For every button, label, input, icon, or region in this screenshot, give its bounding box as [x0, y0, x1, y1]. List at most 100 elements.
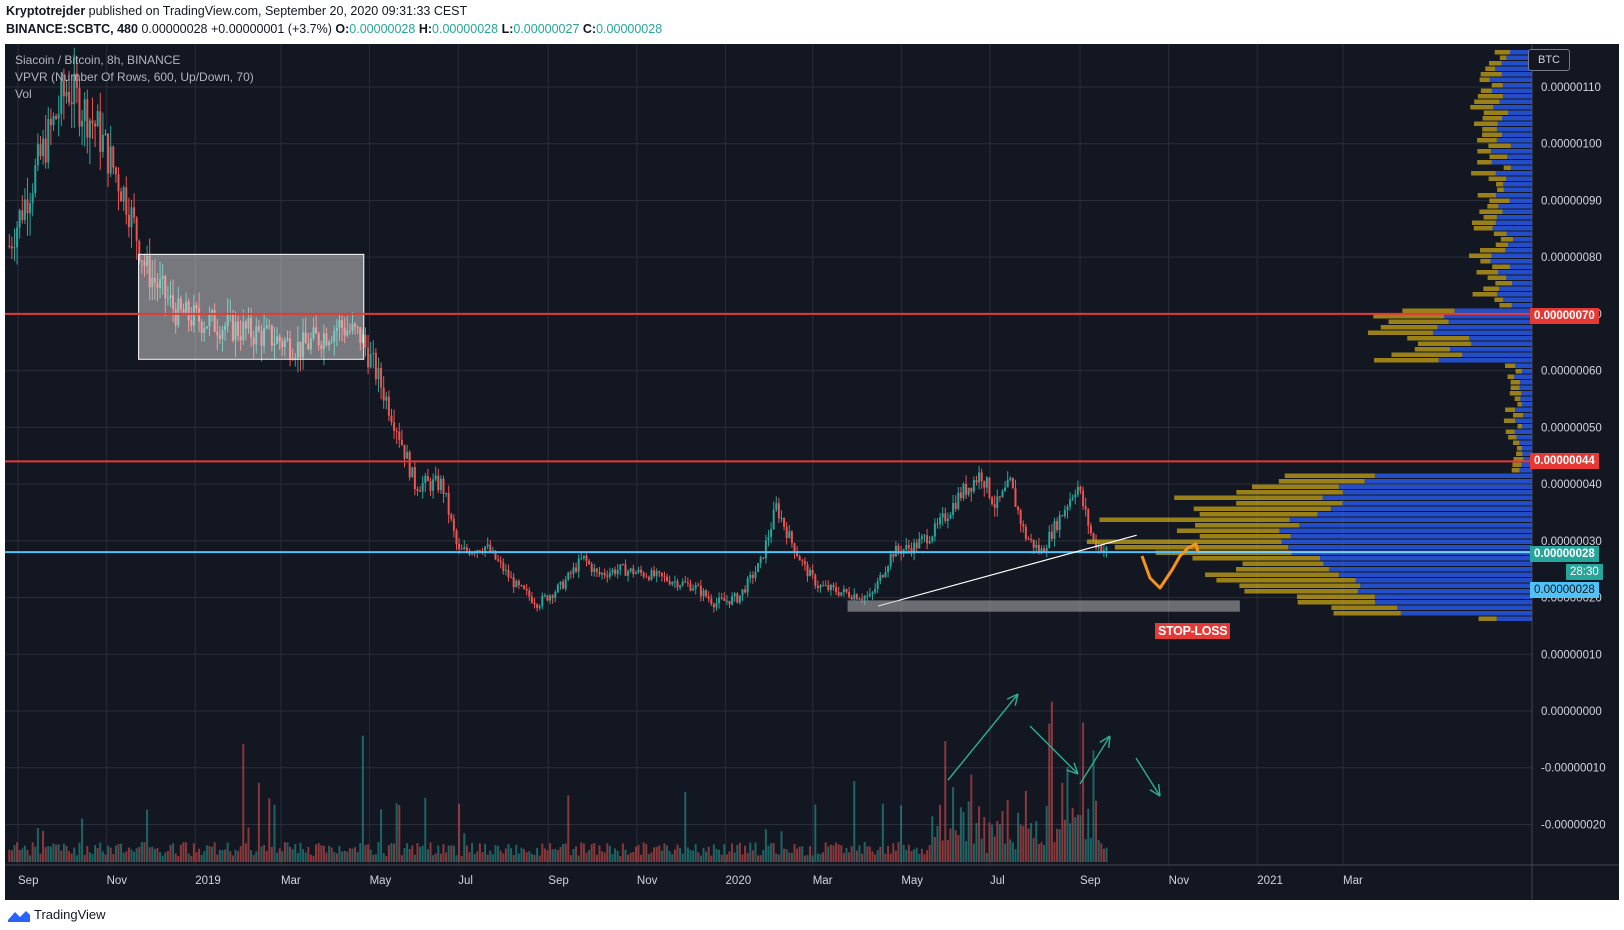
volume-bar [1043, 844, 1046, 862]
candle-body [910, 548, 913, 554]
candle-body [809, 569, 812, 577]
volume-bar [385, 855, 388, 862]
candle-body [395, 430, 398, 432]
legend-volume[interactable]: Vol [15, 87, 32, 101]
candle-body [811, 569, 814, 575]
volume-bar [629, 852, 632, 862]
volume-bar [109, 847, 112, 862]
candle-body [991, 497, 994, 505]
volume-bar [143, 842, 146, 862]
volume-bar [996, 821, 999, 862]
y-tick-label: 0.00000030 [1541, 536, 1602, 548]
candle-body [1058, 515, 1061, 531]
vpvr-row-down [1278, 479, 1365, 484]
currency-unit-button[interactable]: BTC [1528, 49, 1570, 71]
candle-body [1100, 544, 1103, 552]
vpvr-row-up [1375, 600, 1532, 605]
candle-body [744, 589, 747, 593]
price-change: +0.00000001 (+3.7%) [210, 22, 332, 36]
vpvr-row-down [1516, 451, 1523, 456]
volume-bar [192, 843, 195, 862]
volume-bar [606, 843, 609, 862]
candle-body [920, 536, 923, 539]
volume-bar [283, 842, 286, 862]
volume-bar [1069, 823, 1072, 862]
volume-bar [23, 845, 26, 862]
volume-bar [915, 847, 918, 862]
candle-body [364, 334, 367, 348]
vpvr-row-down [1482, 127, 1497, 132]
vpvr-row-down [1480, 72, 1502, 77]
candle-body [471, 552, 474, 555]
legend-title[interactable]: Siacoin / Bitcoin, 8h, BINANCE [15, 53, 181, 67]
vpvr-row-down [1099, 517, 1290, 522]
candle-body [567, 572, 570, 580]
vpvr-row-up [1523, 457, 1532, 462]
candle-body [315, 327, 318, 334]
candle-body [975, 480, 978, 483]
vpvr-row-up [1501, 116, 1532, 121]
vpvr-row-up [1317, 512, 1532, 517]
candle-body [367, 347, 370, 368]
volume-bar [367, 844, 370, 862]
candle-body [127, 214, 130, 228]
candle-body [915, 542, 918, 549]
volume-bar [112, 854, 115, 862]
author-name[interactable]: Kryptotrejder [6, 4, 86, 18]
vpvr-row-down [1513, 413, 1524, 418]
candle-body [1066, 506, 1069, 511]
vpvr-row-down [1482, 132, 1502, 137]
volume-bar [307, 846, 310, 862]
volume-bar [36, 828, 39, 862]
volume-bar [16, 842, 19, 862]
volume-bar [216, 854, 219, 862]
volume-bar [949, 828, 952, 862]
footer-brand[interactable]: TradingView [34, 907, 106, 922]
candle-body [939, 517, 942, 524]
stop-loss-label[interactable]: STOP-LOSS [1155, 623, 1231, 639]
volume-bar [861, 853, 864, 862]
volume-bar [185, 842, 188, 862]
vpvr-row-up [1499, 99, 1532, 104]
candle-body [26, 199, 29, 214]
volume-bar [328, 845, 331, 862]
chart-area[interactable]: 0.00000110 0.00000100 0.00000090 0.00000080… [5, 44, 1619, 900]
volume-bar [720, 854, 723, 862]
candle-body [725, 600, 728, 602]
candle-body [1105, 547, 1108, 551]
vpvr-row-up [1496, 127, 1532, 132]
tradingview-logo-icon[interactable] [7, 909, 31, 923]
volume-bar [18, 849, 21, 862]
volume-bar [819, 854, 822, 862]
candle-body [780, 517, 783, 519]
candle-body [1087, 509, 1090, 526]
candle-body [949, 514, 952, 519]
candle-body [931, 536, 934, 542]
vpvr-row-up [1438, 358, 1532, 363]
vpvr-row-down [1471, 220, 1496, 225]
candle-body [985, 477, 988, 488]
candle-body [502, 562, 505, 571]
candle-body [146, 255, 149, 266]
candle-body [970, 487, 973, 492]
volume-bar [754, 842, 757, 862]
volume-bar [1066, 766, 1069, 862]
candle-body [699, 585, 702, 597]
volume-bar [263, 844, 266, 862]
volume-bar [1097, 840, 1100, 862]
candle-body [398, 431, 401, 440]
candle-body [333, 330, 336, 342]
volume-bar [668, 851, 671, 862]
volume-bar [1011, 842, 1014, 862]
candle-body [406, 452, 409, 459]
volume-bar [322, 845, 325, 862]
vpvr-row-down [1491, 83, 1503, 88]
candle-body [31, 193, 34, 204]
volume-bar [863, 842, 866, 862]
volume-bar [330, 847, 333, 862]
volume-bar [926, 850, 929, 862]
volume-bar [356, 851, 359, 862]
volume-bar [772, 843, 775, 862]
legend-vpvr[interactable]: VPVR (Number Of Rows, 600, Up/Down, 70) [15, 70, 254, 84]
price-chart[interactable]: 0.00000110 0.00000100 0.00000090 0.00000080… [5, 44, 1619, 900]
